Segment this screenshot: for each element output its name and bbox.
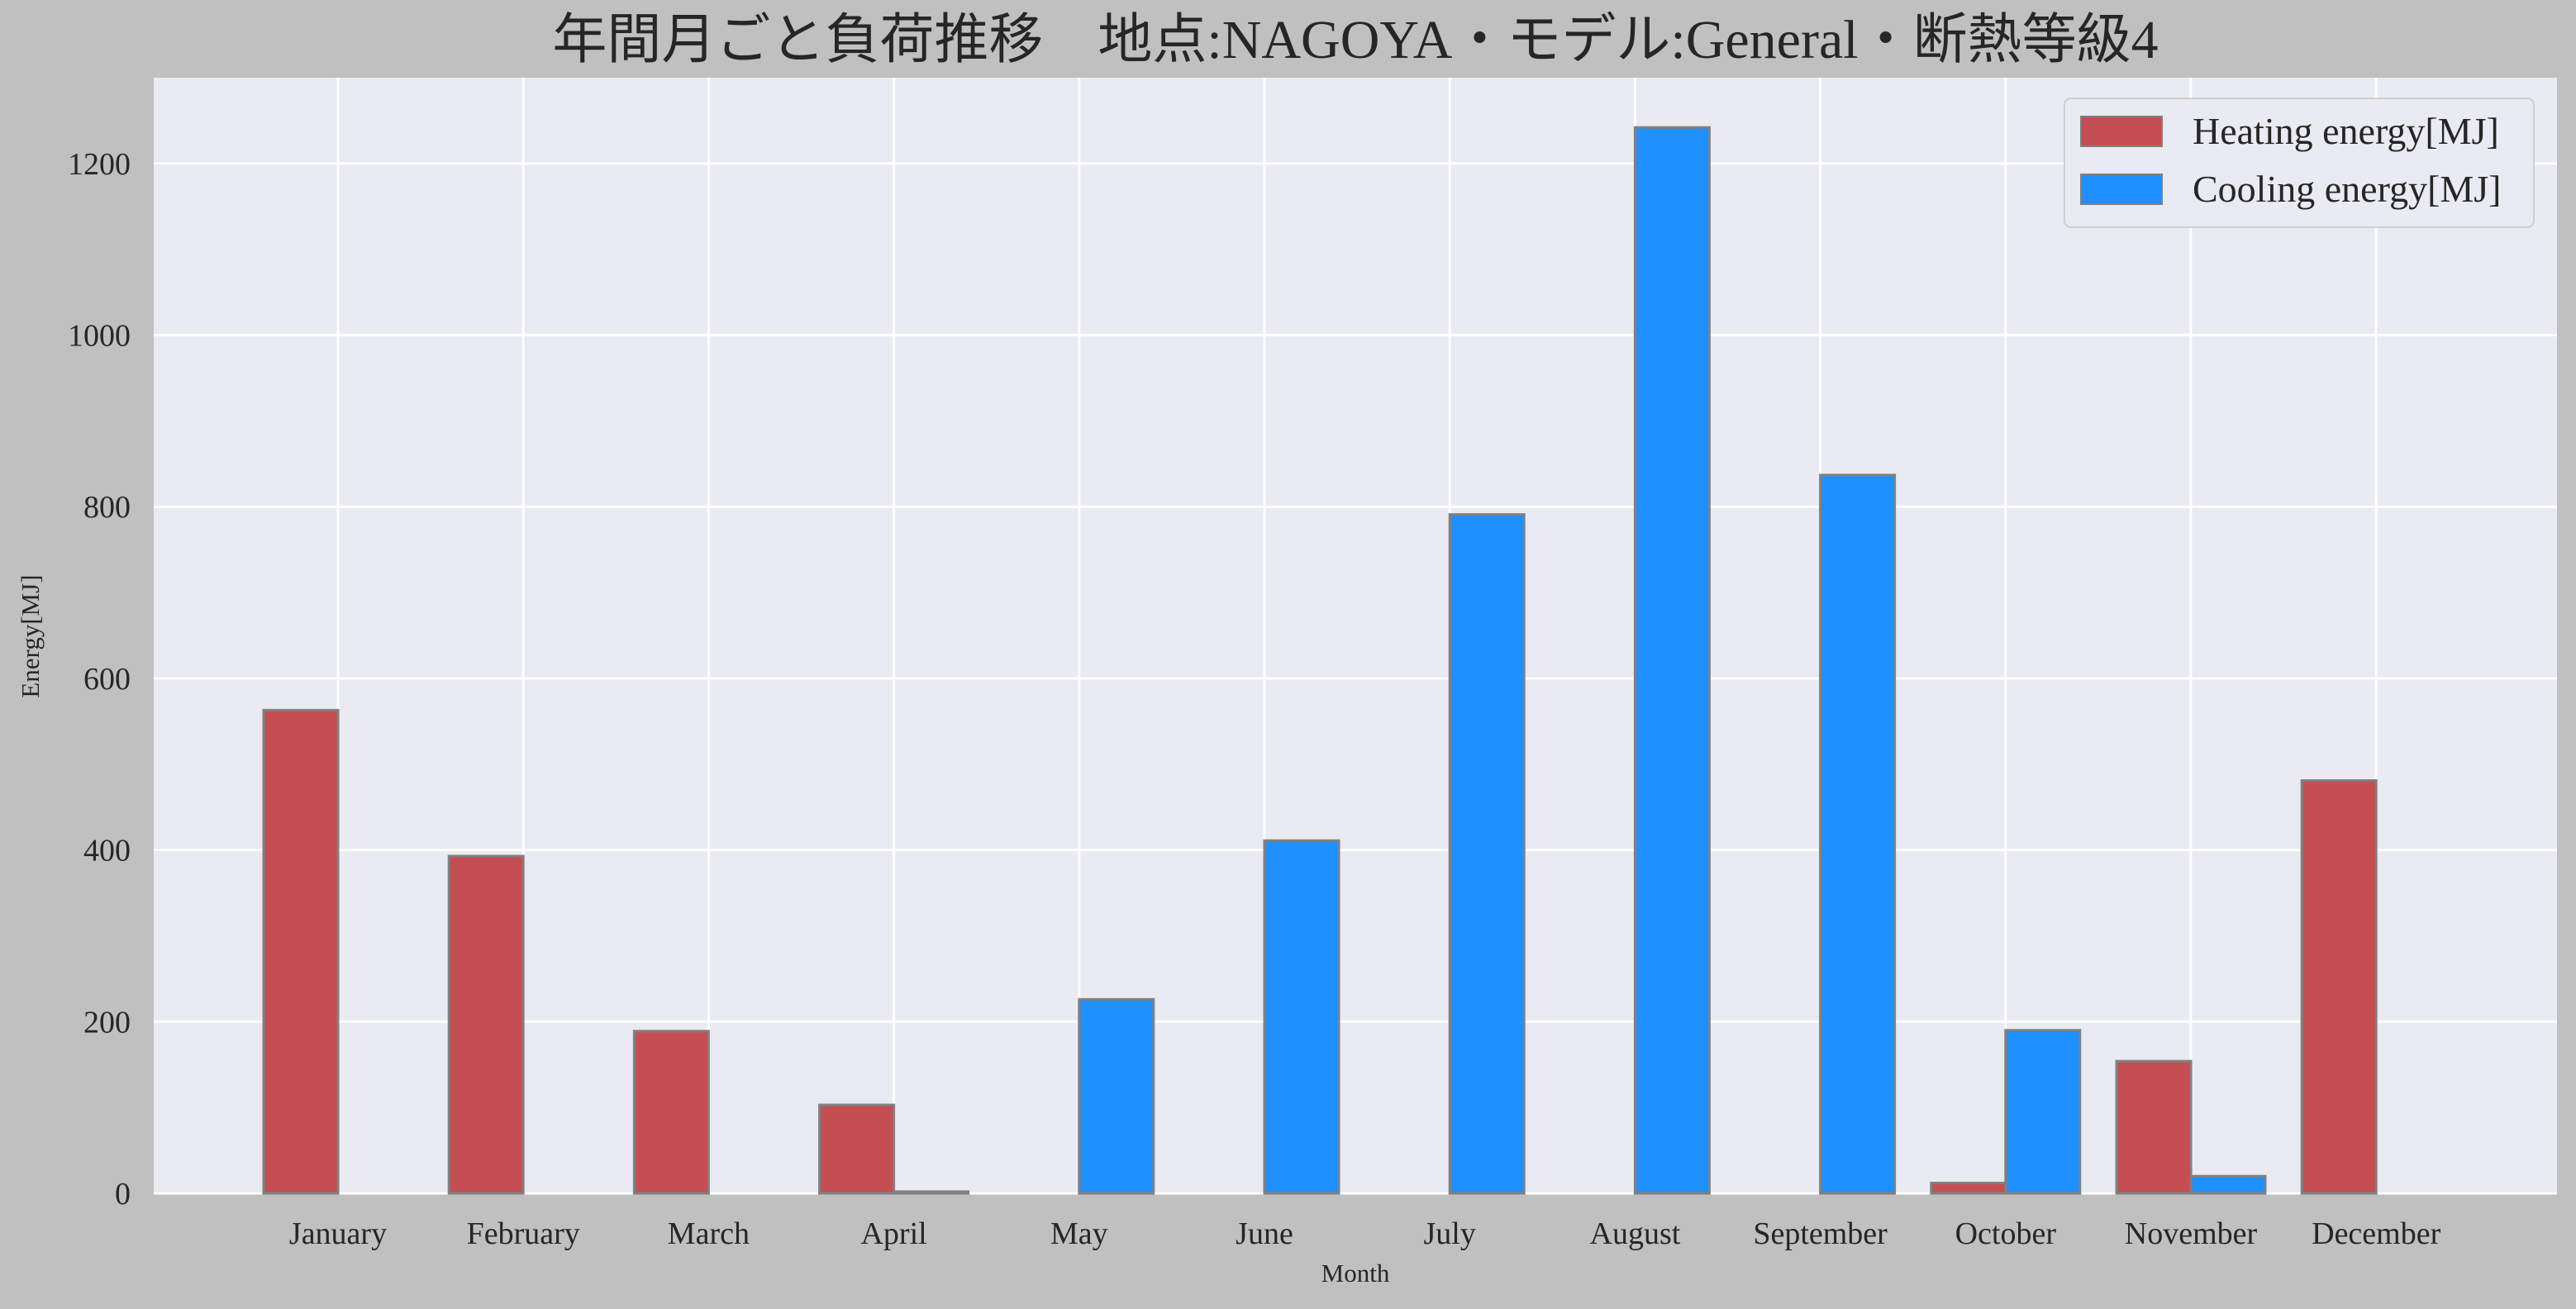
y-tick-label: 0 <box>115 1177 131 1211</box>
y-axis-ticks: 0 200 400 600 800 1000 1200 <box>68 147 131 1211</box>
y-tick-label: 1200 <box>68 147 131 182</box>
bar-cooling <box>1263 839 1340 1195</box>
x-tick-label: April <box>860 1216 926 1251</box>
x-tick-label: August <box>1590 1216 1681 1251</box>
x-tick-label: February <box>467 1216 580 1251</box>
x-tick-label: July <box>1424 1216 1476 1251</box>
bar-cooling <box>1633 126 1711 1195</box>
bar-cooling <box>2004 1029 2082 1195</box>
bar-cooling <box>893 1190 970 1195</box>
x-tick-label: December <box>2312 1216 2440 1251</box>
legend-box <box>2064 98 2535 228</box>
y-tick-label: 200 <box>83 1005 131 1040</box>
bar-heating <box>262 708 340 1195</box>
bar-cooling <box>1819 474 1897 1195</box>
legend-label: Cooling energy[MJ] <box>2193 168 2502 210</box>
legend-label: Heating energy[MJ] <box>2193 110 2499 152</box>
x-tick-label: October <box>1955 1216 2057 1251</box>
bar-cooling <box>2189 1174 2267 1195</box>
bar-heating <box>2115 1059 2193 1195</box>
legend: Heating energy[MJ] Cooling energy[MJ] <box>2064 98 2535 228</box>
x-tick-label: January <box>289 1216 387 1251</box>
bar-cooling <box>1448 513 1526 1195</box>
y-tick-label: 400 <box>83 834 131 869</box>
x-tick-label: June <box>1236 1216 1293 1251</box>
bar-cooling <box>1078 997 1155 1195</box>
x-axis-ticks: January February March April May June July Augu… <box>289 1216 2441 1251</box>
legend-swatch <box>2080 174 2163 205</box>
bar-heating <box>1930 1182 2007 1195</box>
bar-heating <box>818 1103 896 1195</box>
y-tick-label: 1000 <box>68 319 131 354</box>
bar-heating <box>447 854 525 1195</box>
chart-title: 年間月ごと負荷推移 地点:NAGOYA・モデル:General・断熱等級4 <box>552 10 2158 70</box>
y-tick-label: 600 <box>83 662 131 697</box>
plot-area <box>154 78 2557 1193</box>
bar-heating <box>632 1030 710 1195</box>
x-tick-label: November <box>2125 1216 2258 1251</box>
x-tick-label: May <box>1050 1216 1108 1251</box>
y-tick-label: 800 <box>83 490 131 525</box>
bars <box>262 126 2378 1195</box>
x-tick-label: March <box>668 1216 750 1251</box>
x-axis-label: Month <box>1321 1259 1390 1288</box>
legend-swatch <box>2080 116 2163 147</box>
y-axis-label: Energy[MJ] <box>16 574 45 697</box>
bar-heating <box>2300 779 2378 1195</box>
x-tick-label: September <box>1753 1216 1888 1251</box>
